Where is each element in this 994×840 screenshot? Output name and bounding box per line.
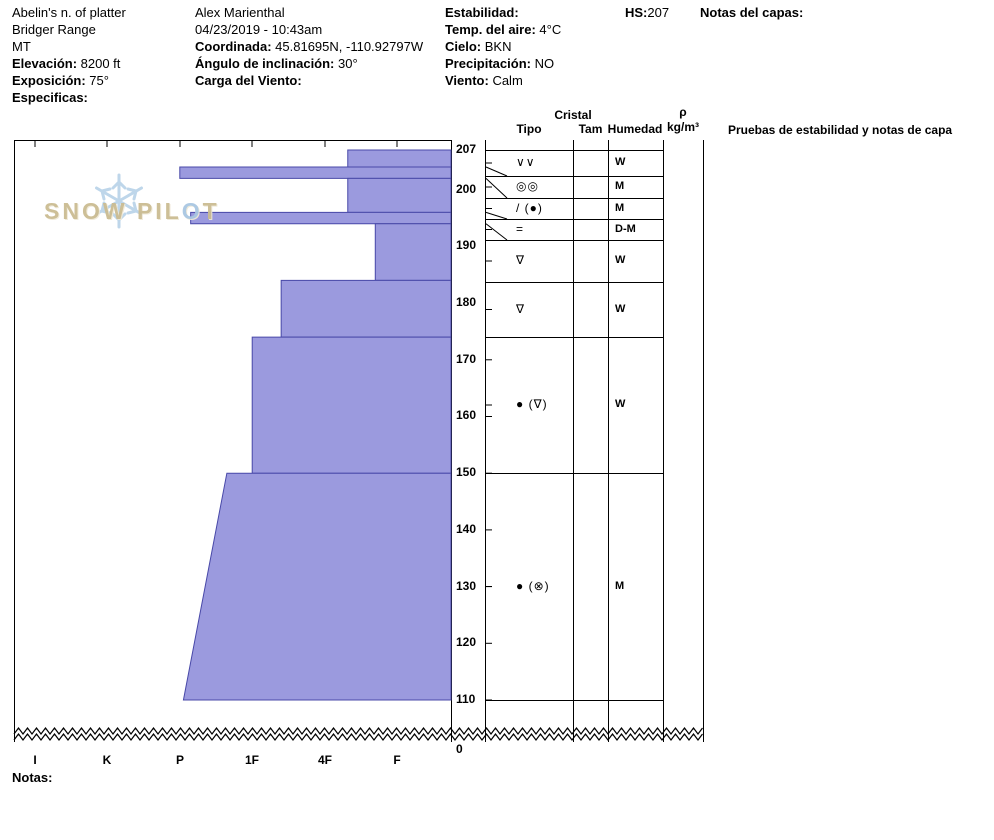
hardness-axis-label: F [393,753,401,767]
header-field: Viento: Calm [445,73,523,88]
header-field-label: Notas del capas: [700,5,804,20]
header-field: Notas del capas: [700,5,803,21]
layer-connector [485,166,508,177]
depth-axis-label: 190 [456,238,477,253]
moisture-value: W [615,254,626,266]
moisture-value: M [615,579,625,592]
col-header-tam: Tam [578,122,603,136]
header-field: Ángulo de inclinación: 30° [195,56,358,71]
moisture-value: W [615,398,626,410]
hardness-axis-label: 1F [244,753,260,767]
depth-axis-label: 160 [456,408,477,423]
header-field: Especificas: [12,90,88,106]
grain-type-symbol: / (●) [516,200,543,215]
col-header-humedad: Humedad [607,122,663,136]
header-field-label: Carga del Viento: [195,73,302,88]
depth-axis-label: 130 [456,578,477,593]
header-field: MT [12,39,31,54]
depth-axis-label: 110 [456,692,476,706]
col-header-density-rho: ρ [679,105,687,119]
header-field-label: Estabilidad: [445,5,519,20]
hardness-bar [190,211,452,225]
depth-axis-label: 170 [456,351,477,366]
hardness-bar [280,279,452,338]
grain-type-symbol: ∇ [516,301,526,316]
hardness-bar [347,149,452,168]
header-field: Alex Marienthal [195,5,285,20]
grain-type-symbol: ∨∨ [516,155,536,169]
header-field: Temp. del aire: 4°C [445,22,562,37]
layer-connector [485,223,508,241]
layer-connector [485,177,508,199]
header-field-label: HS: [625,5,648,20]
header-field: Bridger Range [12,22,96,37]
depth-axis-label: 120 [456,635,477,650]
col-header-stability-tests: Pruebas de estabilidad y notas de capa [728,123,953,137]
depth-axis-label: 140 [456,521,477,536]
header-field: Estabilidad: [445,5,519,21]
depth-axis-label: 150 [456,465,477,480]
header-field: Elevación: 8200 ft [12,56,121,71]
grain-type-symbol: ● (⊗) [516,578,550,593]
header-field: Cielo: BKN [445,39,512,54]
hardness-bar [179,166,452,179]
header-field-label: Precipitación: [445,56,531,71]
col-header-density-units: kg/m³ [666,120,699,134]
hardness-axis-label: K [102,753,112,767]
notes-label: Notas: [12,770,53,785]
header-field-label: Elevación: [12,56,78,71]
depth-axis-label: 200 [456,181,477,196]
hardness-bar [374,223,452,281]
hardness-axis-label: 4F [317,753,333,767]
grain-type-symbol: ◎◎ [516,179,539,193]
header-field-label: Especificas: [12,90,88,105]
grain-type-symbol: = [516,221,525,236]
depth-axis-label: 180 [456,295,477,310]
header-field: Carga del Viento: [195,73,302,89]
hardness-bar [347,177,452,213]
header-field: Abelin's n. of platter [12,5,126,20]
hardness-bar [251,336,452,474]
ground-depth-label: 0 [456,742,463,756]
header-field-label: Viento: [445,73,489,88]
col-header-tipo: Tipo [516,122,542,136]
grain-type-symbol: ∇ [516,253,526,267]
grain-type-symbol: ● (∇) [516,397,548,411]
header-field-label: Coordinada: [195,39,272,54]
depth-break-zigzag [13,733,703,741]
header-field-label: Cielo: [445,39,482,54]
header-field-label: Temp. del aire: [445,22,536,37]
header-field: Precipitación: NO [445,56,555,71]
header-field-label: Exposición: [12,73,86,88]
header-field: 04/23/2019 - 10:43am [195,22,323,37]
hardness-axis-label: I [33,753,37,767]
moisture-value: W [615,302,626,315]
header-field: HS:207 [625,5,670,20]
header-field: Coordinada: 45.81695N, -110.92797W [195,39,424,54]
depth-axis-label: 207 [456,142,477,156]
moisture-value: W [615,156,626,168]
hardness-axis-label: P [175,753,185,767]
col-header-cristal: Cristal [554,108,592,122]
moisture-value: D-M [615,222,636,235]
layer-connector [485,211,508,220]
depth-break-zigzag [13,727,703,735]
header-field-label: Ángulo de inclinación: [195,56,335,71]
moisture-value: M [615,180,625,192]
hardness-bar [182,472,452,701]
header-field: Exposición: 75° [12,73,109,88]
moisture-value: M [615,201,625,214]
